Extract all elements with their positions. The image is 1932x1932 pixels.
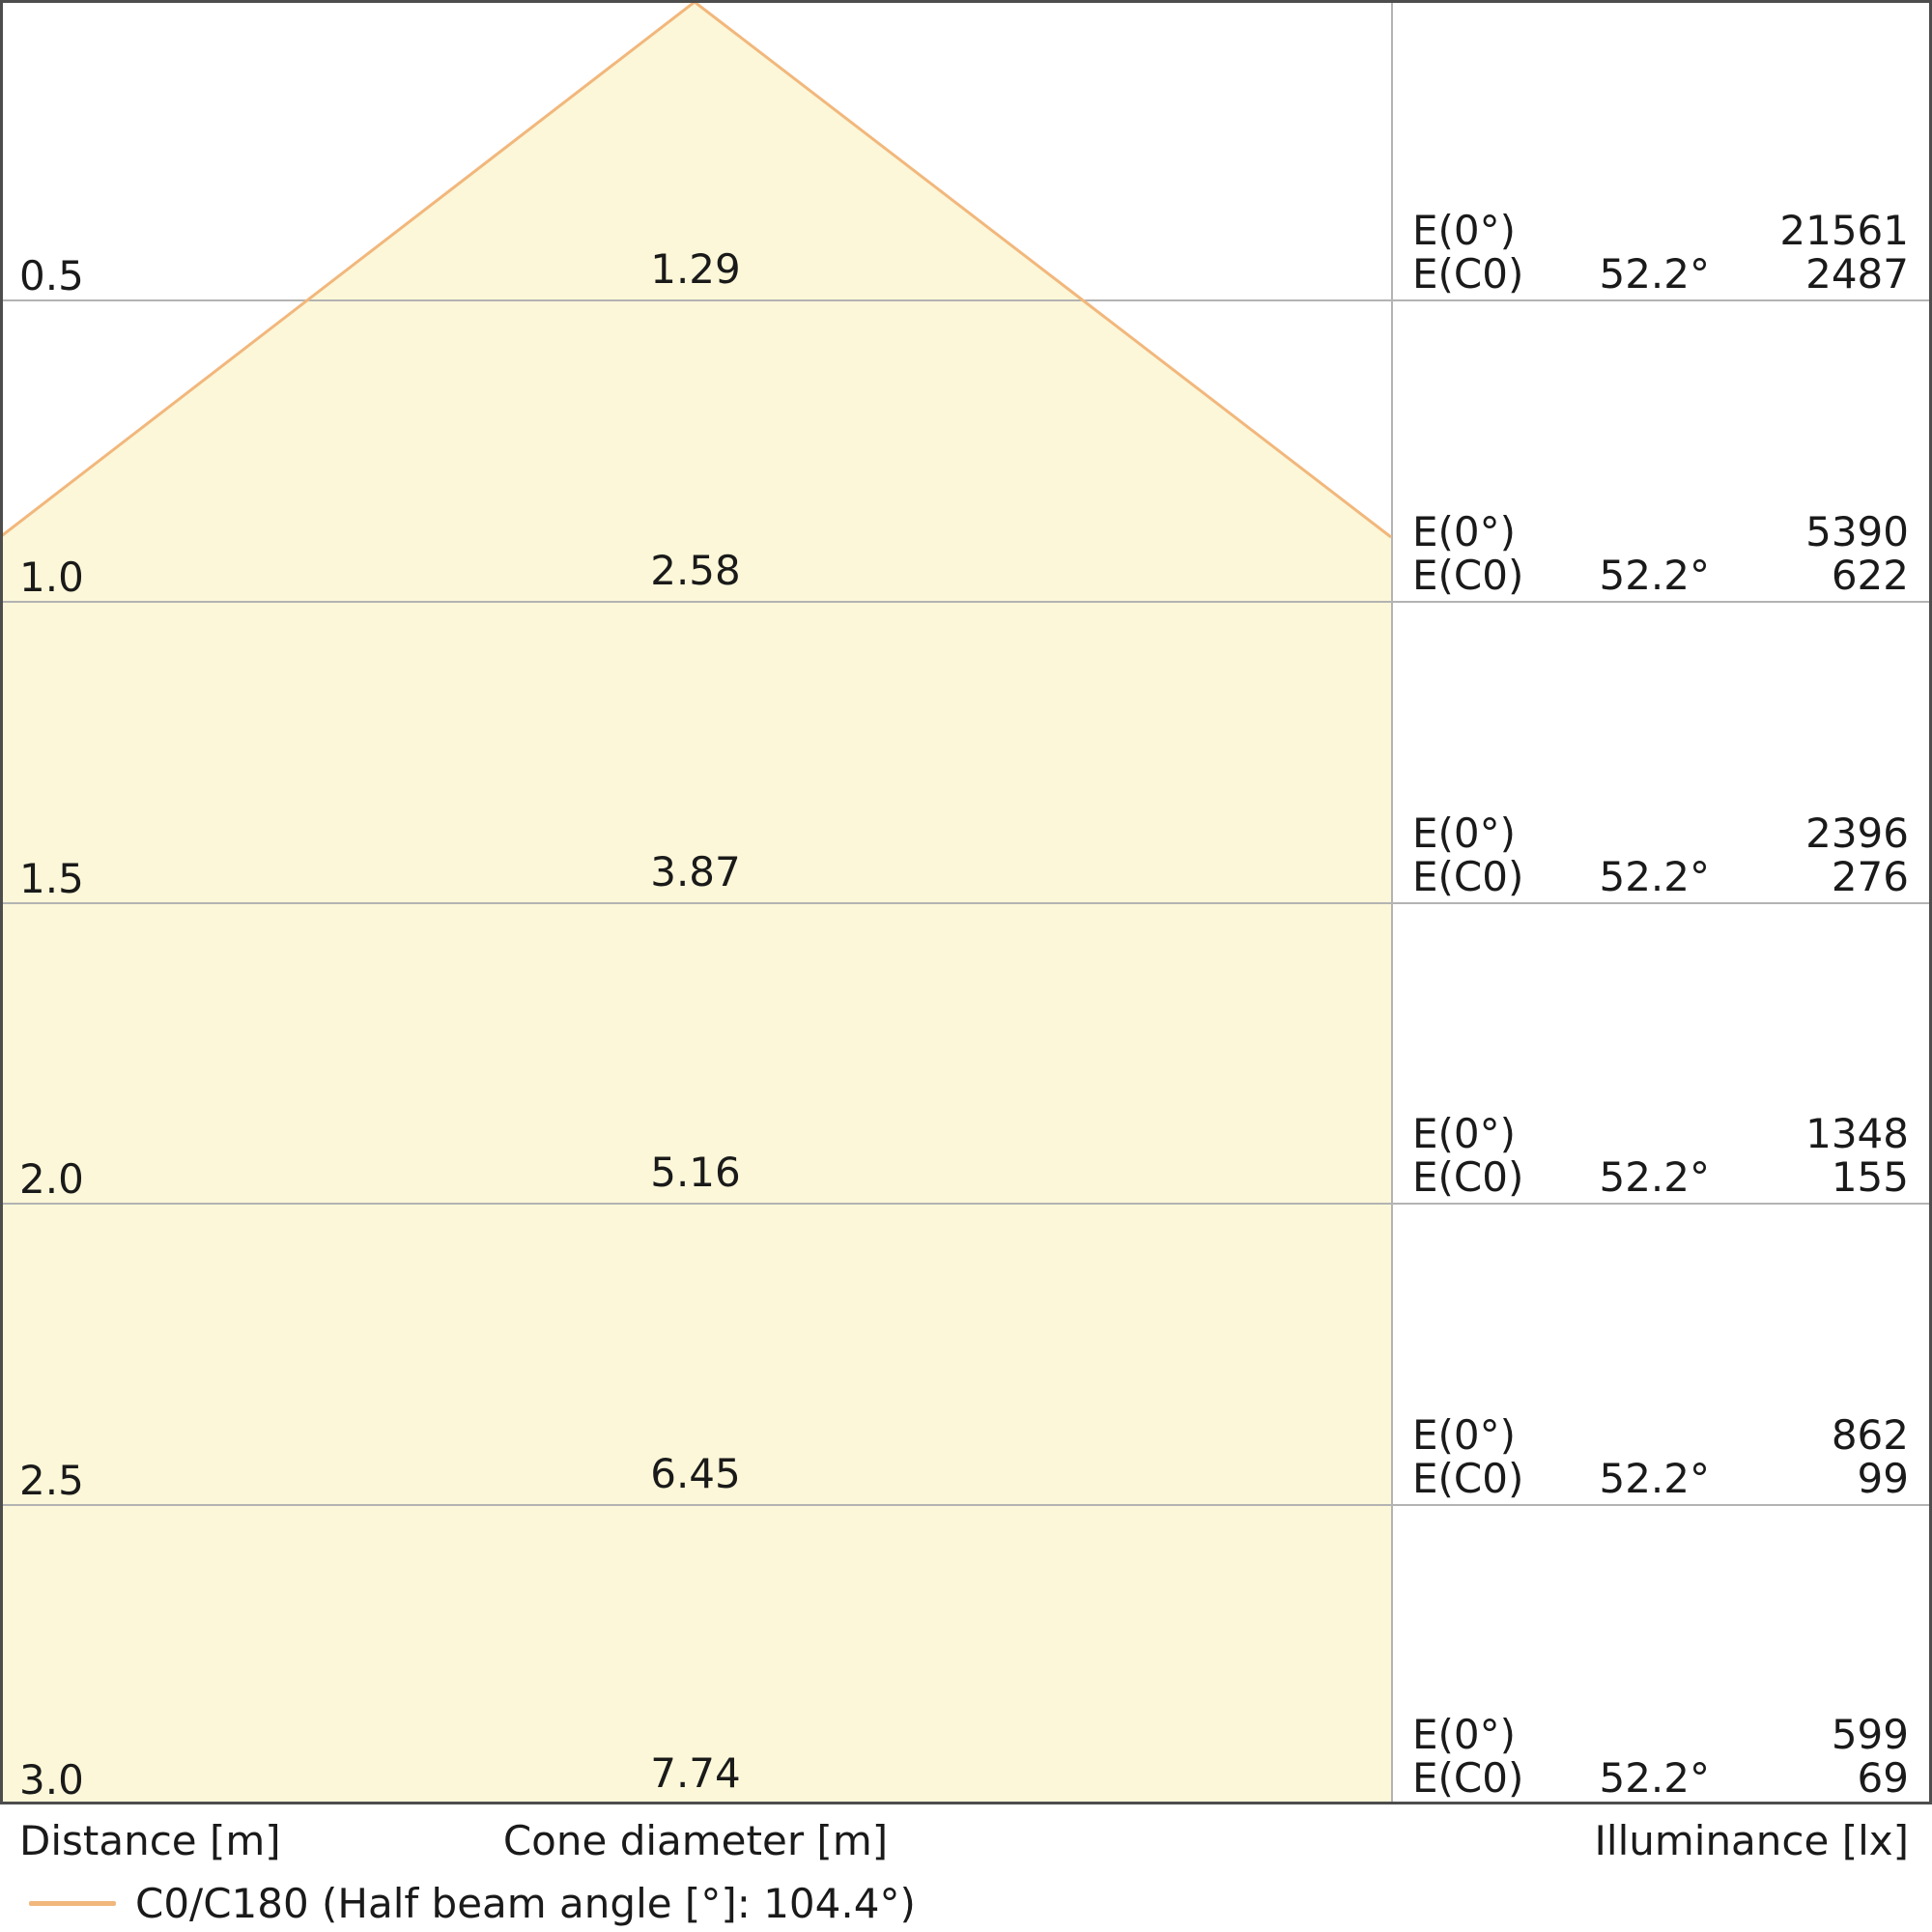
ec0-label: E(C0) (1412, 1153, 1524, 1201)
cone-diameter-value: 6.45 (650, 1450, 741, 1497)
e0-value: 21561 (1779, 207, 1909, 254)
distance-tick: 2.5 (19, 1457, 84, 1504)
ec0-value: 99 (1857, 1455, 1909, 1502)
e0-label: E(0°) (1412, 207, 1517, 254)
illuminance-group: E(0°) 1348 E(C0) 52.2° 155 (1412, 1112, 1909, 1199)
e0-label: E(0°) (1412, 1711, 1517, 1758)
legend-label: C0/C180 (Half beam angle [°]: 104.4°) (135, 1880, 916, 1927)
cone-diagram-canvas (0, 0, 1932, 1804)
chart-frame (0, 0, 1932, 1804)
distance-tick: 2.0 (19, 1155, 84, 1203)
e0-value: 5390 (1805, 508, 1909, 555)
e0-label: E(0°) (1412, 1110, 1517, 1157)
cone-diameter-value: 3.87 (650, 848, 741, 895)
ec0-angle: 52.2° (1599, 250, 1710, 298)
ec0-value: 2487 (1805, 250, 1909, 298)
ec0-value: 69 (1857, 1754, 1909, 1802)
ec0-label: E(C0) (1412, 1754, 1524, 1802)
distance-tick: 3.0 (19, 1756, 84, 1804)
ec0-label: E(C0) (1412, 552, 1524, 599)
legend-line-swatch (29, 1901, 116, 1906)
gridlines (2, 2, 1930, 1803)
illuminance-group: E(0°) 21561 E(C0) 52.2° 2487 (1412, 209, 1909, 296)
ec0-label: E(C0) (1412, 250, 1524, 298)
illuminance-group: E(0°) 2396 E(C0) 52.2° 276 (1412, 811, 1909, 898)
cone-diameter-value: 5.16 (650, 1149, 741, 1196)
ec0-value: 276 (1831, 853, 1909, 900)
illuminance-group: E(0°) 862 E(C0) 52.2° 99 (1412, 1413, 1909, 1500)
distance-axis-label: Distance [m] (19, 1817, 281, 1864)
e0-label: E(0°) (1412, 1411, 1517, 1459)
ec0-value: 622 (1831, 552, 1909, 599)
distance-tick: 1.5 (19, 855, 84, 902)
e0-value: 2396 (1805, 810, 1909, 857)
cone-diameter-value: 1.29 (650, 245, 741, 293)
e0-value: 862 (1831, 1411, 1909, 1459)
ec0-label: E(C0) (1412, 1455, 1524, 1502)
e0-value: 599 (1831, 1711, 1909, 1758)
ec0-angle: 52.2° (1599, 853, 1710, 900)
ec0-value: 155 (1831, 1153, 1909, 1201)
ec0-label: E(C0) (1412, 853, 1524, 900)
illuminance-group: E(0°) 599 E(C0) 52.2° 69 (1412, 1713, 1909, 1800)
ec0-angle: 52.2° (1599, 1455, 1710, 1502)
e0-label: E(0°) (1412, 508, 1517, 555)
cone-diameter-value: 7.74 (650, 1749, 741, 1797)
e0-label: E(0°) (1412, 810, 1517, 857)
cone-diameter-axis-label: Cone diameter [m] (502, 1817, 889, 1864)
ec0-angle: 52.2° (1599, 1754, 1710, 1802)
cone-diameter-value: 2.58 (650, 547, 741, 594)
illuminance-axis-label: Illuminance [lx] (1594, 1817, 1909, 1864)
ec0-angle: 52.2° (1599, 552, 1710, 599)
distance-tick: 1.0 (19, 554, 84, 601)
illuminance-group: E(0°) 5390 E(C0) 52.2° 622 (1412, 510, 1909, 597)
e0-value: 1348 (1805, 1110, 1909, 1157)
ec0-angle: 52.2° (1599, 1153, 1710, 1201)
distance-tick: 0.5 (19, 252, 84, 299)
